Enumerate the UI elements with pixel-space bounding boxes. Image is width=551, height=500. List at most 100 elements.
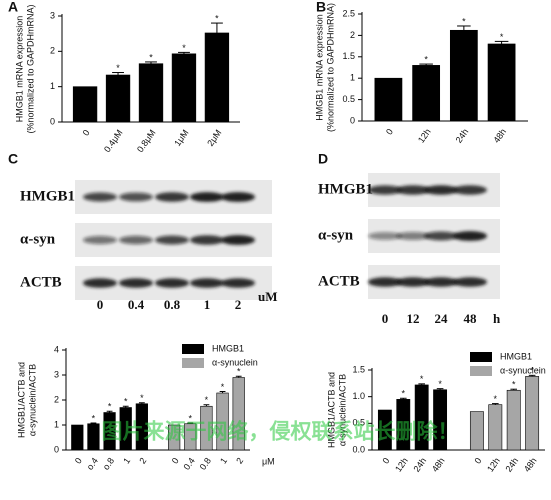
- x-tick-label: 24h: [503, 456, 520, 474]
- blot-row-label: HMGB1: [20, 188, 75, 204]
- significance-marker: *: [149, 52, 153, 62]
- x-tick-label: 0: [170, 456, 181, 466]
- y-tick-label: 2.5: [342, 8, 355, 18]
- blot-row-label: HMGB1: [318, 181, 373, 197]
- blot-row-label: α-syn: [318, 227, 354, 243]
- watermark: 图片来源于网络，侵权联系站长删除！: [102, 420, 459, 444]
- error-bar: [419, 63, 433, 66]
- x-tick-label: 1: [121, 456, 132, 466]
- legend-swatch: [470, 366, 492, 376]
- error-bar: [203, 404, 210, 407]
- bar: [449, 29, 478, 122]
- x-tick-label: 0.8μM: [135, 128, 158, 154]
- y-tick-label: 1.5: [352, 364, 365, 374]
- bar: [488, 404, 503, 451]
- blot-row-label: ACTB: [20, 274, 62, 290]
- panel-letter: B: [316, 0, 326, 15]
- error-bar: [457, 25, 471, 31]
- x-tick-label: 24h: [411, 456, 428, 474]
- legend-label: α-synuclein: [212, 357, 258, 367]
- significance-marker: *: [237, 367, 241, 377]
- significance-marker: *: [530, 366, 534, 376]
- y-tick-label: 0: [54, 444, 59, 454]
- bar: [72, 86, 98, 123]
- lane-label: 0.4: [128, 297, 145, 312]
- bar: [377, 409, 392, 451]
- significance-marker: *: [420, 374, 424, 384]
- legend-swatch: [182, 358, 204, 368]
- error-bar: [178, 51, 190, 54]
- x-tick-label: 12h: [393, 456, 410, 474]
- blot-band: [453, 277, 487, 287]
- error-bar: [122, 405, 129, 408]
- x-tick-label: 1μM: [172, 128, 190, 148]
- significance-marker: *: [462, 16, 466, 26]
- bar: [87, 423, 100, 451]
- x-tick-label: 12h: [416, 127, 433, 145]
- legend-label: HMGB1: [212, 343, 244, 353]
- bar: [412, 65, 441, 122]
- blot-band: [190, 235, 224, 245]
- legend-label: HMGB1: [500, 351, 532, 361]
- error-bar: [112, 72, 124, 76]
- x-tick-label: 24h: [454, 127, 471, 145]
- bar: [487, 43, 516, 122]
- x-tick-label: 2: [234, 456, 245, 466]
- error-bar: [219, 391, 226, 393]
- y-tick-label: 2: [50, 46, 55, 56]
- x-tick-label: 0: [81, 128, 92, 138]
- error-bar: [528, 374, 536, 377]
- lane-unit: uM: [258, 289, 278, 304]
- blot-band: [424, 277, 458, 287]
- error-bar: [90, 422, 97, 424]
- significance-marker: *: [215, 13, 219, 23]
- bar: [469, 411, 484, 451]
- lane-label: 48: [464, 311, 478, 326]
- blot-band: [221, 192, 255, 202]
- blot-band: [453, 231, 487, 241]
- x-tick-label: 12h: [485, 456, 502, 474]
- x-tick-label: 48h: [522, 456, 539, 474]
- significance-marker: *: [494, 394, 498, 404]
- y-axis-label: HMGB1/ACTB and: [16, 362, 26, 438]
- panel-letter: C: [8, 151, 18, 167]
- y-tick-label: 0: [350, 115, 355, 125]
- lane-unit: h: [493, 311, 501, 326]
- significance-marker: *: [116, 63, 120, 73]
- blot-band: [190, 192, 224, 202]
- lane-label: 12: [407, 311, 420, 326]
- significance-marker: *: [140, 393, 144, 403]
- blot-band: [453, 185, 487, 195]
- y-tick-label: 0: [50, 116, 55, 126]
- blot-row-label: α-syn: [20, 231, 56, 247]
- error-bar: [436, 388, 444, 390]
- error-bar: [106, 410, 113, 413]
- blot-row-label: ACTB: [318, 273, 360, 289]
- bar: [138, 63, 164, 123]
- y-axis-label: HMGB1/ACTB and: [326, 372, 336, 448]
- blot-band: [221, 235, 255, 245]
- bar: [171, 53, 197, 123]
- lane-label: 0: [382, 311, 389, 326]
- significance-marker: *: [402, 389, 406, 399]
- bar: [374, 77, 403, 122]
- y-tick-label: 1: [350, 73, 355, 83]
- blot-band: [83, 278, 117, 288]
- error-bar: [510, 388, 518, 391]
- lane-label: 0: [97, 297, 104, 312]
- error-bar: [138, 402, 145, 404]
- x-unit: μM: [262, 456, 275, 466]
- significance-marker: *: [438, 379, 442, 389]
- y-tick-label: 0.5: [342, 94, 355, 104]
- significance-marker: *: [92, 413, 96, 423]
- error-bar: [187, 422, 194, 424]
- y-axis-label: HMGB1 mRNA expression: [14, 16, 24, 123]
- y-tick-label: 4: [54, 344, 59, 354]
- y-tick-label: 0.0: [352, 444, 365, 454]
- blot-band: [424, 185, 458, 195]
- significance-marker: *: [221, 382, 225, 392]
- x-tick-label: o.4: [85, 456, 100, 472]
- error-bar: [145, 61, 157, 64]
- x-tick-label: 2: [137, 456, 148, 466]
- lane-label: 24: [435, 311, 449, 326]
